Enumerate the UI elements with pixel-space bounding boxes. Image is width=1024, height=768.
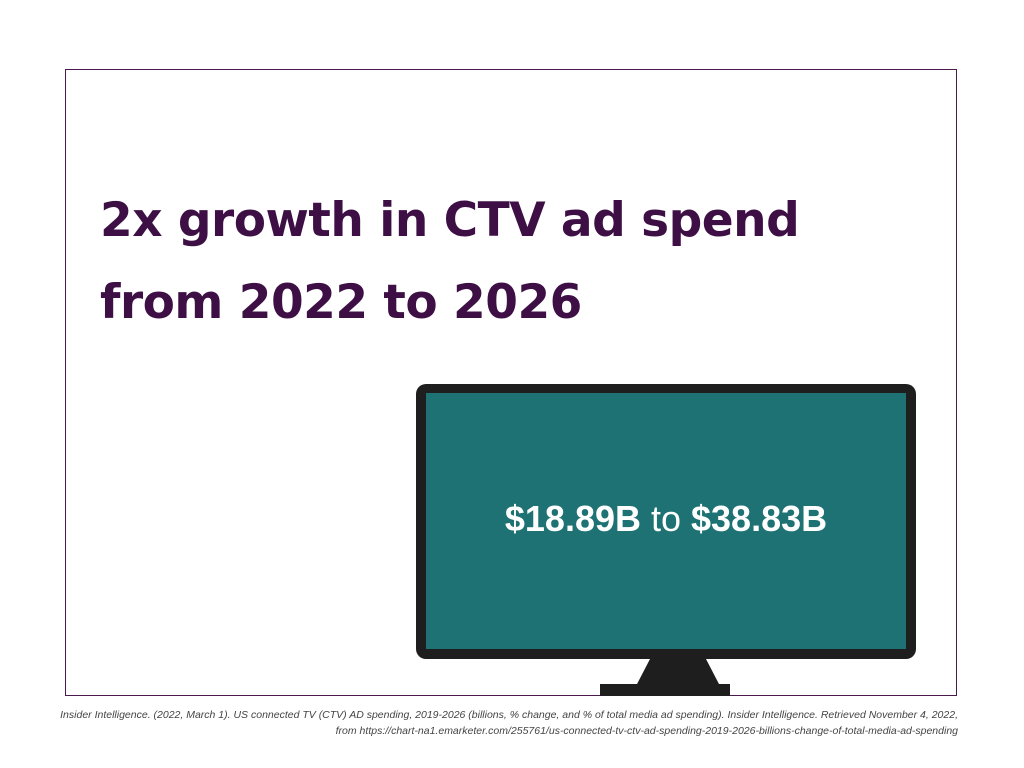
citation-line-1: Insider Intelligence. (2022, March 1). U… — [60, 709, 958, 721]
tv-stand-base — [600, 684, 730, 696]
spend-connector: to — [650, 498, 682, 539]
tv-screen: $18.89B to $38.83B — [426, 393, 906, 649]
headline-line-2: from 2022 to 2026 — [100, 275, 582, 330]
content-frame — [65, 69, 957, 696]
spend-from-value: $18.89B — [504, 498, 641, 539]
spend-to-value: $38.83B — [691, 498, 828, 539]
source-citation: Insider Intelligence. (2022, March 1). U… — [58, 707, 958, 739]
television-icon: $18.89B to $38.83B — [416, 384, 916, 659]
citation-line-2: from https://chart-na1.emarketer.com/255… — [335, 725, 958, 737]
headline-line-1: 2x growth in CTV ad spend — [100, 193, 800, 248]
headline: 2x growth in CTV ad spend from 2022 to 2… — [100, 180, 860, 344]
tv-stand-neck — [636, 659, 720, 686]
spend-range: $18.89B to $38.83B — [505, 498, 827, 540]
